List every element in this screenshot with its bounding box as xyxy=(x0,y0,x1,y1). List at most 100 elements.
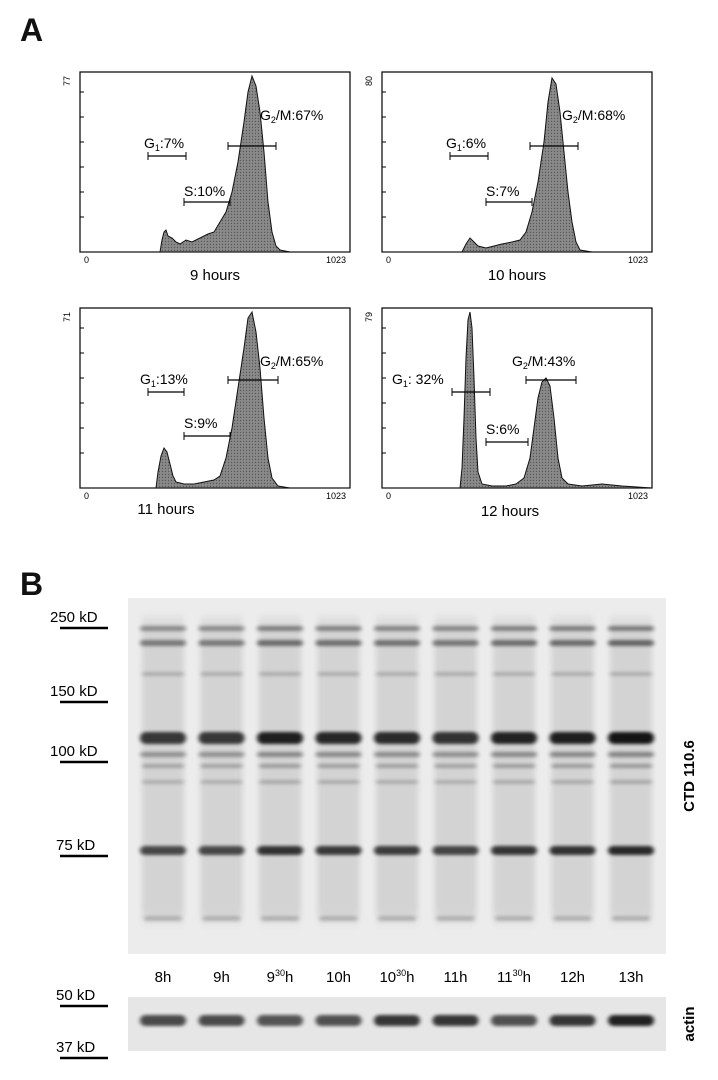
time-label: 11 hours xyxy=(137,501,194,518)
plot-frame xyxy=(79,71,351,253)
histogram-area xyxy=(80,74,350,253)
band-high-2 xyxy=(432,640,479,646)
band-main xyxy=(257,732,303,744)
marker-75-label: 75 kD xyxy=(56,837,95,854)
g2m-label: G2/M:65% xyxy=(260,353,323,371)
g1-gate: G1:7% xyxy=(144,135,187,160)
lane-labels: 8h 9h 930h 10h 1030h 11h 1130h 12h 13h xyxy=(155,968,644,986)
band-faint xyxy=(142,672,184,676)
band-faint xyxy=(376,672,418,676)
x-max-tick-label: 1023 xyxy=(326,255,346,265)
band-sub-3 xyxy=(259,780,301,784)
lane-label: 13h xyxy=(618,969,643,986)
western-blot-panel: 250 kD 150 kD 100 kD 75 kD 50 kD 37 kD 8… xyxy=(50,598,698,1060)
band-high-2 xyxy=(608,640,654,646)
s-label: S:10% xyxy=(184,183,225,199)
band-high-2 xyxy=(198,640,245,646)
band-sub-3 xyxy=(376,780,418,784)
s-gate: S:9% xyxy=(183,415,231,440)
histogram-area xyxy=(382,311,653,489)
band-sub-2 xyxy=(259,764,301,768)
band-sub-2 xyxy=(493,764,535,768)
band-high-1 xyxy=(549,626,596,631)
x-min-tick-label: 0 xyxy=(386,491,391,501)
band-main xyxy=(198,732,245,744)
x-max-tick-label: 1023 xyxy=(628,255,648,265)
actin-band xyxy=(315,1015,362,1026)
g2m-label: G2/M:67% xyxy=(260,107,323,125)
band-low xyxy=(378,916,416,921)
g2m-gate: G2/M:67% xyxy=(227,107,323,150)
lane-label: 1130h xyxy=(497,968,531,986)
band-sub-3 xyxy=(493,780,535,784)
s-gate: S:7% xyxy=(485,183,533,206)
band-faint xyxy=(317,672,360,676)
s-label: S:6% xyxy=(486,421,519,437)
y-max-tick-label: 71 xyxy=(62,312,72,322)
actin-band xyxy=(140,1015,186,1026)
lane-smear xyxy=(317,620,360,920)
band-sub-2 xyxy=(434,764,477,768)
band-high-2 xyxy=(257,640,303,646)
band-faint xyxy=(551,672,594,676)
panel-a-letter: A xyxy=(20,12,44,48)
band-sub-2 xyxy=(317,764,360,768)
plot-frame xyxy=(381,307,653,489)
actin-band xyxy=(374,1015,420,1026)
y-max-tick-label: 79 xyxy=(364,312,374,322)
actin-band xyxy=(257,1015,303,1026)
band-main xyxy=(432,732,479,744)
band-high-1 xyxy=(608,626,654,631)
marker-100-label: 100 kD xyxy=(50,743,98,760)
band-sub-1 xyxy=(198,752,245,757)
band-sub-1 xyxy=(608,752,654,757)
band-75 xyxy=(608,846,654,855)
band-high-1 xyxy=(140,626,186,631)
lane-label: 8h xyxy=(155,969,172,986)
band-high-2 xyxy=(491,640,537,646)
band-high-2 xyxy=(549,640,596,646)
plot-frame xyxy=(381,71,653,253)
actin-band xyxy=(432,1015,479,1026)
band-high-1 xyxy=(432,626,479,631)
actin-band xyxy=(491,1015,537,1026)
g1-label: G1:6% xyxy=(446,135,486,153)
g2m-label: G2/M:68% xyxy=(562,107,625,125)
band-high-1 xyxy=(315,626,362,631)
actin-band xyxy=(198,1015,245,1026)
band-75 xyxy=(198,846,245,855)
marker-50-label: 50 kD xyxy=(56,987,95,1004)
lane-smear xyxy=(142,620,184,920)
band-main xyxy=(491,732,537,744)
s-gate: S:10% xyxy=(183,183,231,206)
y-max-tick-label: 80 xyxy=(364,76,374,86)
panel-b-letter: B xyxy=(20,566,44,602)
band-75 xyxy=(374,846,420,855)
g1-gate: G1: 32% xyxy=(392,371,491,396)
y-axis-ticks xyxy=(382,91,386,218)
band-high-1 xyxy=(491,626,537,631)
band-faint xyxy=(610,672,652,676)
band-sub-2 xyxy=(551,764,594,768)
antibody-label: CTD 110.6 xyxy=(681,740,698,812)
histogram-11-hours: 71 0 1023 G1:13% S:9% G2/M:65% 11 hours xyxy=(62,307,351,518)
band-75 xyxy=(315,846,362,855)
x-min-tick-label: 0 xyxy=(84,491,89,501)
lane-label: 10h xyxy=(326,969,351,986)
x-min-tick-label: 0 xyxy=(386,255,391,265)
g2m-label: G2/M:43% xyxy=(512,353,575,371)
actin-label: actin xyxy=(681,1006,698,1041)
g1-label: G1: 32% xyxy=(392,371,444,389)
band-high-2 xyxy=(374,640,420,646)
g1-label: G1:13% xyxy=(140,371,188,389)
band-sub-3 xyxy=(200,780,243,784)
band-main xyxy=(140,732,186,744)
time-label: 10 hours xyxy=(488,267,546,284)
histogram-9-hours: 77 0 1023 G1:7% S:10% G2/M:67% 9 hours xyxy=(62,71,351,284)
g1-gate: G1:6% xyxy=(446,135,489,160)
band-sub-3 xyxy=(551,780,594,784)
band-high-2 xyxy=(140,640,186,646)
lane-smear xyxy=(551,620,594,920)
plot-frame xyxy=(79,307,351,489)
y-axis-ticks xyxy=(80,91,84,218)
